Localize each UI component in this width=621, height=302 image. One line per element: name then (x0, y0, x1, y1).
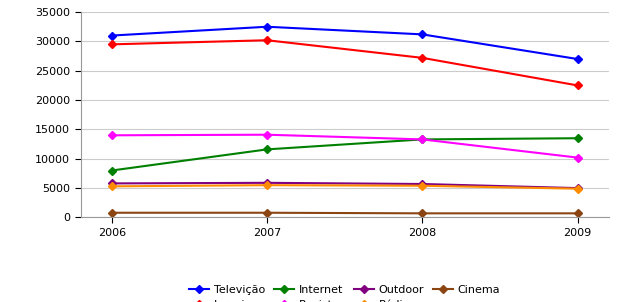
Internet (108, 169, 116, 172)
Jornais (263, 38, 271, 42)
Revistas (108, 133, 116, 137)
Cinema (574, 211, 581, 215)
Line: Televição: Televição (109, 24, 580, 62)
Cinema (263, 211, 271, 214)
Line: Internet: Internet (109, 136, 580, 173)
Rádio (263, 183, 271, 187)
Outdoor (574, 186, 581, 190)
Internet (574, 137, 581, 140)
Rádio (574, 187, 581, 191)
Internet (263, 148, 271, 151)
Rádio (419, 184, 426, 188)
Outdoor (419, 182, 426, 186)
Cinema (419, 211, 426, 215)
Line: Revistas: Revistas (109, 132, 580, 160)
Televição (108, 34, 116, 37)
Outdoor (263, 181, 271, 185)
Line: Cinema: Cinema (109, 210, 580, 216)
Revistas (263, 133, 271, 137)
Line: Rádio: Rádio (109, 182, 580, 191)
Internet (419, 138, 426, 141)
Jornais (419, 56, 426, 60)
Jornais (108, 43, 116, 46)
Televição (263, 25, 271, 29)
Revistas (419, 138, 426, 141)
Rádio (108, 185, 116, 188)
Line: Outdoor: Outdoor (109, 180, 580, 191)
Legend: Televição, Jornais, Internet, Revistas, Outdoor, Rádio, Cinema: Televição, Jornais, Internet, Revistas, … (189, 284, 500, 302)
Televição (574, 57, 581, 61)
Outdoor (108, 182, 116, 185)
Line: Jornais: Jornais (109, 37, 580, 88)
Televição (419, 33, 426, 36)
Revistas (574, 156, 581, 159)
Cinema (108, 211, 116, 214)
Jornais (574, 84, 581, 87)
